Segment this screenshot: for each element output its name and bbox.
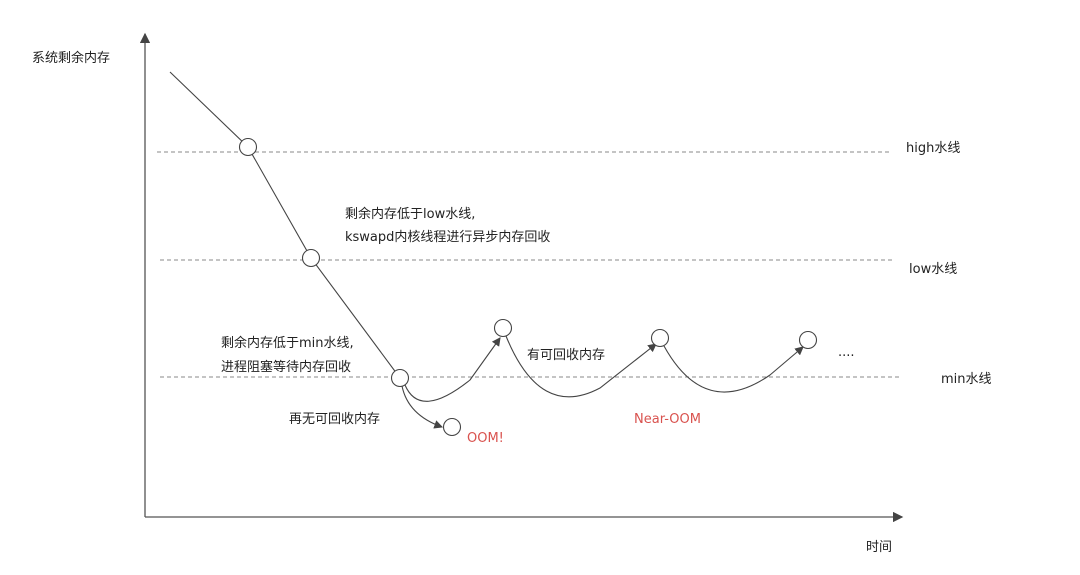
memory-decline-line [169,71,401,379]
reclaimable-label: 有可回收内存 [527,347,605,363]
reclaim-curve-1 [404,337,501,402]
min-annotation-line2: 进程阻塞等待内存回收 [221,359,351,375]
oom-node [442,417,462,437]
reclaim-node-2 [650,328,670,348]
near-oom-label: Near-OOM [634,412,701,427]
reclaim-node-1 [493,318,513,338]
low-watermark-label: low水线 [909,262,957,277]
low-annotation-line1: 剩余内存低于low水线, [345,206,475,222]
reclaim-node-3 [798,330,818,350]
min-crossing-node [390,368,410,388]
no-reclaim-label: 再无可回收内存 [289,411,380,427]
oom-label: OOM! [467,431,504,446]
x-axis-label: 时间 [866,540,892,555]
oom-curve [401,385,444,429]
reclaim-curve-3 [663,345,804,393]
y-axis-label: 系统剩余内存 [32,50,110,66]
reclaim-curve-2 [505,335,657,398]
low-crossing-node [301,248,321,268]
low-annotation-line2: kswapd内核线程进行异步内存回收 [345,229,550,245]
min-watermark-label: min水线 [941,372,992,387]
high-crossing-node [238,137,258,157]
ellipsis-label: .... [838,345,855,360]
min-annotation-line1: 剩余内存低于min水线, [221,335,354,351]
high-watermark-label: high水线 [906,141,960,156]
